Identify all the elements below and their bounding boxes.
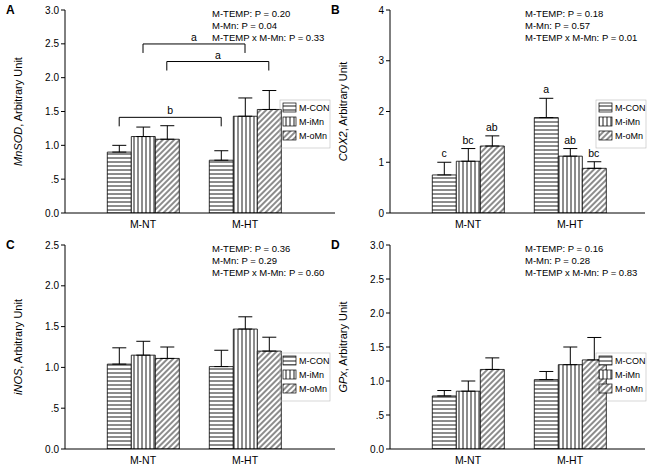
svg-text:M-TEMP: P = 0.20: M-TEMP: P = 0.20	[212, 8, 290, 19]
svg-text:0: 0	[378, 208, 384, 219]
svg-text:1.5: 1.5	[45, 106, 59, 117]
svg-text:1.0: 1.0	[45, 140, 59, 151]
svg-text:0.0: 0.0	[45, 208, 59, 219]
svg-text:1: 1	[378, 157, 384, 168]
svg-text:M-TEMP x M-Mn: P = 0.01: M-TEMP x M-Mn: P = 0.01	[525, 32, 637, 43]
svg-text:M-HT: M-HT	[557, 454, 584, 466]
svg-text:ab: ab	[486, 121, 498, 133]
svg-text:4: 4	[378, 5, 384, 16]
svg-text:COX2, Arbitrary Unit: COX2, Arbitrary Unit	[337, 62, 349, 162]
svg-text:2.0: 2.0	[45, 280, 59, 291]
svg-text:GPx, Arbitrary Unit: GPx, Arbitrary Unit	[337, 301, 349, 392]
svg-text:B: B	[331, 3, 340, 17]
svg-text:ab: ab	[564, 134, 576, 146]
svg-text:M-NT: M-NT	[130, 454, 157, 466]
svg-text:.5: .5	[376, 410, 385, 421]
svg-text:2.0: 2.0	[370, 308, 384, 319]
svg-text:c: c	[442, 147, 447, 159]
svg-text:1.0: 1.0	[45, 362, 59, 373]
svg-text:0.0: 0.0	[370, 444, 384, 455]
svg-text:M-oMn: M-oMn	[299, 131, 327, 141]
svg-text:2.5: 2.5	[45, 38, 59, 49]
svg-text:M-HT: M-HT	[232, 218, 259, 230]
svg-text:.5: .5	[51, 403, 60, 414]
svg-text:3.0: 3.0	[45, 5, 59, 16]
svg-text:M-iMn: M-iMn	[299, 370, 324, 380]
svg-text:M-CON: M-CON	[299, 356, 330, 366]
svg-text:M-Mn: P = 0.04: M-Mn: P = 0.04	[212, 20, 277, 31]
svg-text:M-NT: M-NT	[130, 218, 157, 230]
svg-text:MnSOD, Arbitrary Unit: MnSOD, Arbitrary Unit	[12, 57, 24, 166]
svg-text:a: a	[543, 83, 549, 95]
svg-text:M-TEMP x M-Mn: P = 0.33: M-TEMP x M-Mn: P = 0.33	[212, 32, 324, 43]
svg-text:M-oMn: M-oMn	[615, 131, 642, 141]
svg-text:3.0: 3.0	[370, 240, 384, 251]
svg-text:a: a	[191, 31, 197, 43]
svg-text:D: D	[331, 238, 340, 252]
svg-text:M-iMn: M-iMn	[615, 370, 640, 380]
svg-text:M-CON: M-CON	[615, 103, 642, 113]
svg-text:M-HT: M-HT	[232, 454, 259, 466]
svg-text:M-oMn: M-oMn	[615, 384, 642, 394]
svg-text:a: a	[215, 49, 221, 61]
svg-text:3: 3	[378, 55, 384, 66]
svg-text:M-TEMP x M-Mn: P = 0.60: M-TEMP x M-Mn: P = 0.60	[212, 267, 324, 278]
svg-text:iNOS, Arbitrary Unit: iNOS, Arbitrary Unit	[12, 299, 24, 395]
svg-text:M-NT: M-NT	[455, 218, 482, 230]
svg-text:M-Mn: P = 0.57: M-Mn: P = 0.57	[525, 20, 590, 31]
svg-text:2.5: 2.5	[45, 240, 59, 251]
svg-text:1.0: 1.0	[370, 376, 384, 387]
svg-text:M-iMn: M-iMn	[299, 117, 324, 127]
svg-text:A: A	[8, 3, 15, 17]
svg-text:b: b	[167, 104, 173, 116]
svg-text:M-oMn: M-oMn	[299, 384, 327, 394]
svg-text:0.0: 0.0	[45, 444, 59, 455]
svg-text:2.5: 2.5	[370, 274, 384, 285]
svg-text:M-Mn: P = 0.28: M-Mn: P = 0.28	[525, 255, 590, 266]
svg-text:bc: bc	[588, 147, 599, 159]
svg-text:M-Mn: P = 0.29: M-Mn: P = 0.29	[212, 255, 277, 266]
svg-text:M-TEMP x M-Mn: P = 0.83: M-TEMP x M-Mn: P = 0.83	[525, 267, 637, 278]
svg-text:M-TEMP: P = 0.16: M-TEMP: P = 0.16	[525, 243, 603, 254]
svg-text:bc: bc	[462, 134, 473, 146]
svg-text:M-NT: M-NT	[455, 454, 482, 466]
svg-text:2: 2	[378, 106, 384, 117]
svg-text:2.0: 2.0	[45, 72, 59, 83]
svg-text:M-TEMP: P = 0.18: M-TEMP: P = 0.18	[525, 8, 603, 19]
svg-text:M-CON: M-CON	[615, 356, 642, 366]
svg-text:.5: .5	[51, 174, 60, 185]
svg-text:M-CON: M-CON	[299, 103, 330, 113]
svg-text:M-TEMP: P = 0.36: M-TEMP: P = 0.36	[212, 243, 290, 254]
svg-text:M-iMn: M-iMn	[615, 117, 640, 127]
svg-text:1.5: 1.5	[370, 342, 384, 353]
svg-text:M-HT: M-HT	[557, 218, 584, 230]
svg-text:1.5: 1.5	[45, 321, 59, 332]
svg-text:C: C	[8, 238, 15, 252]
